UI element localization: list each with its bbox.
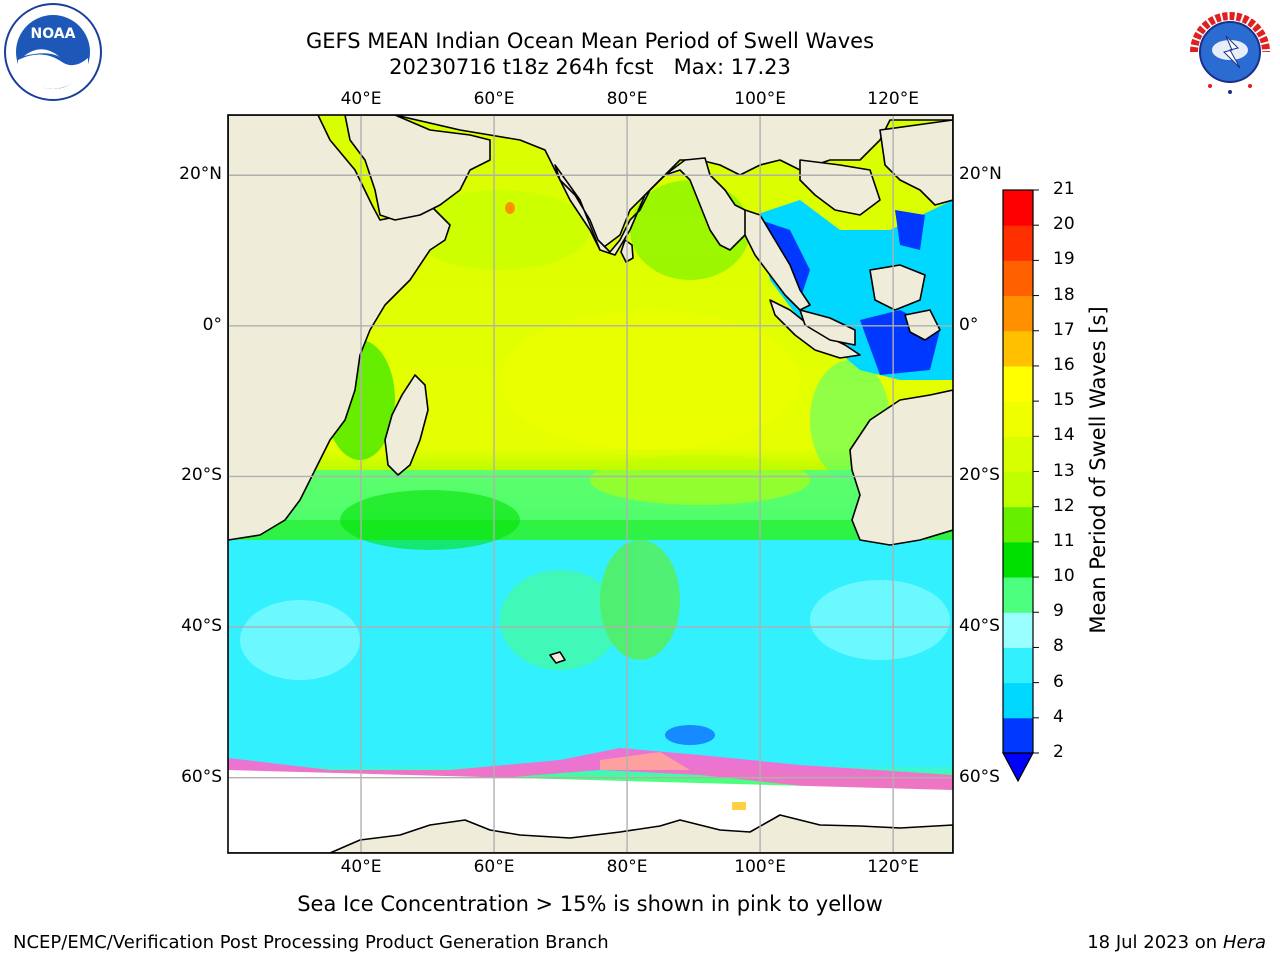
lon-tick-label: 100°E [734,857,786,877]
colorbar-segment [1003,330,1033,367]
colorbar-tick-label: 12 [1053,495,1075,516]
lat-tick-label: 20°N [959,164,1002,185]
colorbar-segment [1003,260,1033,297]
lon-tick-label: 120°E [867,89,919,109]
lat-tick-label: 20°S [959,465,1000,486]
colorbar-segment [1003,225,1033,261]
colorbar-label: Mean Period of Swell Waves [s] [1086,306,1110,634]
lon-tick-label: 80°E [606,89,648,109]
max-value: 17.23 [730,55,791,79]
colorbar-segment [1003,506,1033,543]
colorbar-segment [1003,612,1033,648]
chart-title: GEFS MEAN Indian Ocean Mean Period of Sw… [305,29,875,53]
colorbar-tick-label: 4 [1053,706,1064,727]
colorbar-tick-label: 2 [1053,742,1064,762]
colorbar-tick-label: 19 [1053,249,1075,270]
lat-tick-label: 60°S [959,766,1000,787]
lat-tick-label: 40°S [181,616,222,637]
colorbar-segment [1003,541,1033,578]
sea-ice-note: Sea Ice Concentration > 15% is shown in … [297,892,883,916]
lon-tick-label: 80°E [606,857,648,877]
colorbar-tick-label: 10 [1053,566,1075,587]
lat-tick-label: 20°S [181,465,222,486]
colorbar-segment [1003,471,1033,508]
colorbar-segment [1003,401,1033,437]
colorbar-tick-label: 9 [1053,601,1064,622]
lat-tick-label: 0° [959,314,979,335]
nws-logo-icon [1184,6,1276,98]
footer-branch: NCEP/EMC/Verification Post Processing Pr… [13,932,609,953]
land [228,115,953,853]
colorbar-tick-label: 13 [1053,460,1075,481]
colorbar-segment [1003,717,1033,754]
lat-tick-label: 40°S [959,616,1000,637]
colorbar-tick-label: 11 [1053,530,1075,551]
map-frame [227,114,954,854]
lon-tick-label: 40°E [340,857,382,877]
chart-subtitle: 20230716 t18z 264h fcst Max: 17.23 [389,55,791,79]
colorbar-segment [1003,436,1033,472]
colorbar-tick-label: 21 [1053,179,1075,199]
lon-tick-label: 40°E [340,89,382,109]
lat-tick-label: 0° [202,314,222,335]
footer-host: Hera [1222,932,1266,953]
colorbar-tick-label: 20 [1053,214,1075,235]
lon-tick-label: 120°E [867,857,919,877]
colorbar-tick-label: 15 [1053,390,1075,411]
colorbar-segment [1003,295,1033,332]
graticule [228,115,953,853]
lat-tick-label: 60°S [181,766,222,787]
footer-date: 18 Jul 2023 on Hera [1087,932,1266,953]
colorbar [1001,189,1039,783]
lon-tick-label: 60°E [473,89,515,109]
colorbar-segment [1003,190,1033,226]
colorbar-tick-label: 8 [1053,636,1064,657]
colorbar-tick-label: 18 [1053,284,1075,305]
colorbar-segment [1003,577,1033,613]
colorbar-tick-label: 17 [1053,319,1075,340]
colorbar-under-triangle [1001,752,1035,783]
colorbar-tick-label: 6 [1053,671,1064,692]
colorbar-segment [1003,365,1033,402]
colorbar-tick-label: 14 [1053,425,1075,446]
svg-text:NOAA: NOAA [31,26,76,42]
noaa-logo-icon: NOAA [4,3,102,101]
colorbar-tick-label: 16 [1053,354,1075,375]
lon-tick-label: 100°E [734,89,786,109]
lon-tick-label: 60°E [473,857,515,877]
colorbar-segment [1003,647,1033,684]
lat-tick-label: 20°N [179,164,222,185]
colorbar-segment [1003,682,1033,719]
